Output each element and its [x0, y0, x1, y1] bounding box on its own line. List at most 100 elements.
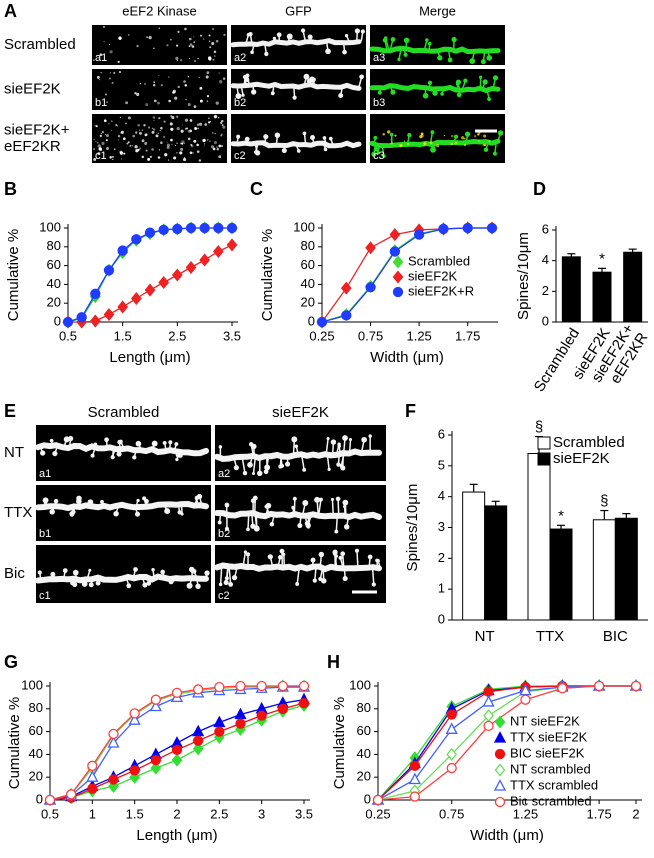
- spine-head: [301, 28, 305, 32]
- puncta: [146, 150, 148, 152]
- x-tick-label: 1.25: [513, 806, 538, 821]
- spine-head: [285, 462, 290, 467]
- spine-head: [391, 37, 396, 42]
- puncta: [423, 142, 426, 145]
- puncta: [160, 130, 161, 131]
- spine-head: [404, 38, 409, 43]
- puncta: [488, 140, 490, 142]
- puncta: [160, 127, 163, 130]
- puncta: [185, 99, 187, 101]
- marker: [521, 695, 530, 704]
- puncta: [382, 133, 385, 136]
- puncta: [221, 145, 223, 147]
- spine-head: [310, 135, 315, 140]
- spine-head: [271, 91, 275, 95]
- puncta: [484, 144, 486, 146]
- spine-head: [224, 580, 229, 585]
- puncta: [222, 124, 224, 126]
- puncta: [159, 149, 160, 150]
- puncta: [153, 81, 155, 83]
- spine-head: [378, 91, 382, 95]
- marker: [447, 710, 456, 719]
- spine-head: [308, 35, 313, 40]
- puncta: [158, 118, 159, 119]
- puncta: [157, 102, 160, 105]
- puncta: [111, 82, 113, 84]
- marker: [595, 682, 604, 691]
- spine-head: [345, 34, 348, 37]
- spine-head: [43, 497, 49, 503]
- spine-head: [113, 511, 118, 516]
- puncta: [185, 119, 188, 122]
- tile-label: b2: [218, 528, 230, 540]
- puncta: [128, 116, 131, 119]
- legend-label: NT sieEF2K: [510, 713, 580, 728]
- spine-head: [249, 442, 253, 446]
- spine-head: [332, 550, 337, 555]
- marker: [64, 318, 73, 327]
- puncta: [109, 77, 111, 79]
- spine-head: [40, 450, 45, 455]
- panel-letter: E: [4, 401, 16, 421]
- spine-head: [456, 80, 461, 85]
- spine-head: [327, 437, 330, 440]
- spine-head: [70, 580, 75, 585]
- micrograph: [215, 545, 386, 603]
- spine: [335, 556, 336, 568]
- puncta: [213, 59, 215, 61]
- panel-letter: D: [533, 179, 546, 199]
- legend-label: Bic scrambled: [510, 793, 592, 808]
- puncta: [159, 28, 160, 29]
- x-tick-label: 1: [89, 806, 96, 821]
- puncta: [103, 41, 104, 42]
- spine-head: [342, 500, 348, 506]
- y-axis-label: Cumulative %: [259, 229, 276, 322]
- puncta: [96, 125, 98, 127]
- marker: [200, 224, 209, 233]
- puncta: [394, 135, 396, 137]
- y-tick-label: 4: [438, 488, 445, 503]
- marker: [118, 301, 127, 312]
- marker: [91, 316, 100, 327]
- marker: [488, 224, 497, 233]
- spine-head: [38, 570, 42, 574]
- legend-marker: [496, 750, 505, 759]
- legend-swatch: [538, 437, 550, 449]
- x-tick-label: 0.5: [59, 328, 77, 343]
- spine-head: [430, 130, 434, 134]
- puncta: [207, 100, 208, 101]
- puncta: [136, 93, 139, 96]
- tile-label: a1: [39, 468, 51, 480]
- puncta: [102, 131, 104, 133]
- puncta: [204, 146, 205, 147]
- puncta: [149, 36, 152, 39]
- spine-head: [361, 29, 365, 33]
- puncta: [170, 128, 173, 131]
- spine-head: [104, 437, 109, 442]
- spine-head: [309, 77, 315, 83]
- puncta: [163, 120, 165, 122]
- spine-head: [430, 147, 436, 153]
- marker: [366, 242, 375, 253]
- legend-marker: [495, 781, 505, 791]
- puncta: [118, 139, 119, 140]
- spine-head: [306, 522, 310, 526]
- puncta: [178, 86, 180, 88]
- spine-head: [338, 556, 342, 560]
- micrograph: [36, 485, 211, 541]
- puncta: [184, 157, 185, 158]
- significance-mark: §: [535, 419, 543, 436]
- marker: [187, 224, 196, 233]
- puncta: [182, 125, 183, 126]
- spine-head: [246, 552, 250, 556]
- spine-head: [324, 148, 328, 152]
- y-tick-label: 100: [293, 219, 315, 234]
- puncta: [217, 148, 219, 150]
- bar: [485, 506, 507, 620]
- marker: [228, 224, 237, 233]
- spine-head: [168, 579, 173, 584]
- spine-head: [251, 89, 256, 94]
- puncta: [223, 34, 226, 37]
- puncta: [139, 130, 140, 131]
- puncta: [218, 117, 219, 118]
